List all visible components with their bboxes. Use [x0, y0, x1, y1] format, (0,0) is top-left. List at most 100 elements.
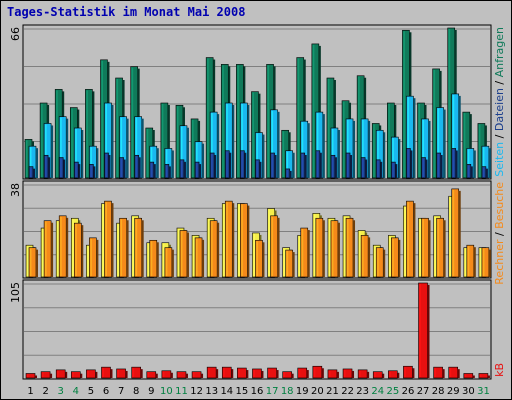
bar-seiten-day-14: [224, 150, 232, 179]
ymax-label-traffic: 105: [9, 282, 22, 303]
legend-seiten: Seiten: [493, 142, 506, 177]
bar-rechner-day-17: [270, 215, 280, 278]
bar-kb-day-24: [372, 371, 385, 379]
x-tick-label-day-20: 20: [311, 386, 324, 397]
panel-border-traffic: [22, 279, 492, 380]
bar-seiten-day-31: [481, 166, 488, 179]
x-tick-label-day-3: 3: [58, 386, 64, 397]
bar-rechner-day-27: [421, 217, 431, 278]
bar-kb-day-12: [191, 371, 204, 379]
x-tick-label-day-9: 9: [148, 386, 154, 397]
x-tick-label-day-27: 27: [417, 386, 430, 397]
x-tick-label-day-21: 21: [326, 386, 339, 397]
legend-dateien: Dateien: [493, 88, 506, 131]
bar-kb-day-1: [25, 373, 37, 379]
x-tick-label-day-18: 18: [281, 386, 294, 397]
bar-seiten-day-13: [209, 152, 217, 179]
bar-kb-day-11: [176, 371, 188, 379]
bar-seiten-day-22: [345, 152, 353, 179]
bar-rechner-day-23: [360, 235, 371, 278]
bar-kb-day-7: [116, 368, 128, 379]
bar-seiten-day-8: [134, 154, 141, 179]
chart-title: Tages-Statistik im Monat Mai 2008: [7, 5, 246, 19]
bar-kb-day-3: [55, 369, 68, 379]
x-tick-label-day-5: 5: [88, 386, 94, 397]
bar-rechner-day-14: [224, 200, 235, 278]
bar-seiten-day-25: [391, 161, 398, 179]
x-tick-label-day-4: 4: [73, 386, 79, 397]
bar-kb-day-5: [86, 369, 98, 379]
bar-rechner-day-30: [466, 244, 476, 278]
bar-kb-day-23: [357, 369, 370, 379]
bar-anfragen-day-30: [462, 111, 472, 179]
ymax-label-visits: 38: [9, 183, 22, 197]
bar-seiten-day-28: [436, 152, 443, 179]
bar-kb-day-21: [327, 369, 339, 379]
bar-kb-day-14: [221, 366, 234, 379]
x-tick-label-day-13: 13: [205, 386, 218, 397]
legend-anfragen: Anfragen: [493, 27, 506, 77]
bar-seiten-day-11: [179, 159, 186, 179]
x-tick-label-day-1: 1: [27, 386, 33, 397]
bar-anfragen-day-5: [85, 89, 95, 179]
bar-seiten-day-24: [375, 159, 383, 179]
x-tick-label-day-26: 26: [402, 386, 415, 397]
bar-kb-day-19: [297, 367, 309, 379]
x-tick-label-day-24: 24: [371, 386, 384, 397]
bar-kb-day-20: [312, 365, 324, 379]
bar-rechner-day-20: [315, 217, 325, 278]
bar-rechner-day-16: [255, 239, 265, 278]
bar-rechner-day-6: [104, 200, 114, 278]
x-tick-label-day-28: 28: [432, 386, 445, 397]
bar-kb-day-26: [403, 365, 415, 379]
x-tick-label-day-25: 25: [387, 386, 400, 397]
bar-rechner-day-24: [375, 247, 386, 278]
bar-kb-day-16: [252, 368, 264, 379]
bar-rechner-day-1: [28, 247, 38, 278]
bar-kb-day-2: [40, 371, 53, 379]
bar-rechner-day-26: [406, 200, 416, 278]
bar-kb-day-10: [161, 370, 173, 379]
bar-rechner-day-13: [209, 220, 220, 278]
bar-seiten-day-17: [270, 152, 277, 179]
bar-rechner-day-25: [391, 237, 401, 278]
bar-rechner-day-3: [58, 215, 69, 278]
bar-kb-day-22: [342, 368, 355, 379]
bar-seiten-day-29: [451, 148, 458, 179]
bar-seiten-day-9: [149, 161, 156, 179]
panel-border-visits: [22, 180, 492, 279]
bar-seiten-day-19: [300, 152, 307, 179]
bar-rechner-day-22: [345, 217, 356, 278]
bar-seiten-day-3: [58, 157, 66, 179]
legend-sep: /: [493, 131, 506, 142]
x-tick-label-day-29: 29: [447, 386, 460, 397]
legend-requests: Seiten / Dateien / Anfragen: [493, 27, 506, 177]
bar-kb-day-31: [478, 373, 490, 379]
bar-kb-day-17: [267, 367, 279, 379]
bar-rechner-day-31: [481, 247, 491, 278]
panel-border-requests: [22, 24, 492, 180]
bar-kb-day-27: [418, 282, 430, 379]
x-tick-label-day-30: 30: [462, 386, 475, 397]
bar-rechner-day-28: [436, 217, 446, 278]
bar-kb-day-6: [101, 366, 113, 379]
bar-rechner-day-2: [43, 220, 54, 278]
bar-seiten-day-30: [466, 164, 473, 179]
bar-seiten-day-7: [119, 157, 126, 179]
bar-seiten-day-18: [285, 168, 292, 179]
bar-rechner-day-19: [300, 227, 310, 278]
bar-seiten-day-26: [406, 148, 413, 179]
bar-kb-day-13: [206, 366, 219, 379]
x-tick-label-day-23: 23: [356, 386, 369, 397]
x-tick-label-day-22: 22: [341, 386, 354, 397]
bar-seiten-day-20: [315, 150, 322, 179]
x-tick-label-day-12: 12: [190, 386, 203, 397]
bar-seiten-day-16: [255, 159, 262, 179]
bar-seiten-day-1: [28, 166, 35, 179]
bar-anfragen-day-10: [160, 102, 170, 179]
bar-kb-day-4: [70, 371, 83, 379]
x-tick-label-day-2: 2: [42, 386, 48, 397]
x-tick-label-day-14: 14: [220, 386, 233, 397]
bar-seiten-day-6: [104, 152, 111, 179]
